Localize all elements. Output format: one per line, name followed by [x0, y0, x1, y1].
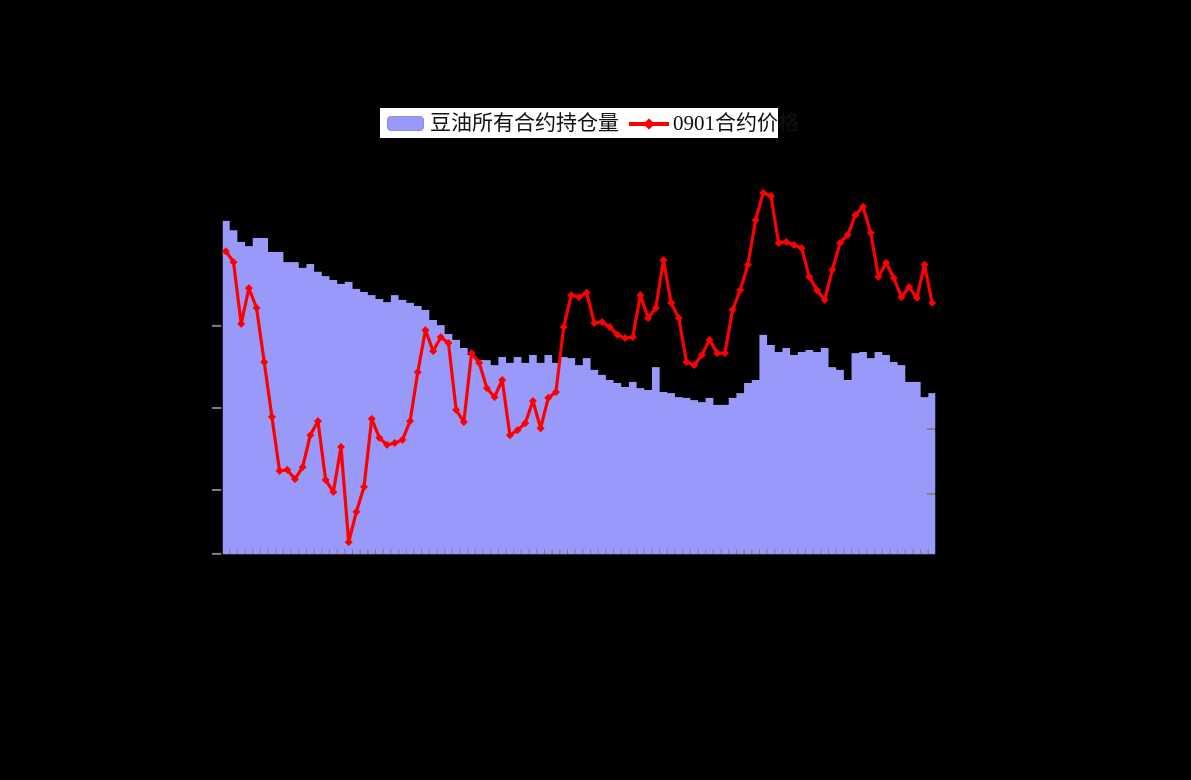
open-interest-bars — [222, 220, 936, 555]
right-axis-ticks — [927, 427, 936, 495]
legend-item-price[interactable]: 0901合约价格 — [619, 108, 799, 138]
area-swatch-icon — [387, 115, 424, 131]
axis-lines — [221, 166, 937, 556]
legend-item-open-interest[interactable]: 豆油所有合约持仓量 — [387, 108, 619, 138]
line-swatch-icon — [629, 116, 669, 131]
left-axis-ticks — [212, 324, 222, 555]
legend-box: 豆油所有合约持仓量 0901合约价格 — [379, 107, 799, 139]
legend-label-price: 0901合约价格 — [673, 111, 799, 135]
legend-label-open-interest: 豆油所有合约持仓量 — [430, 111, 619, 135]
